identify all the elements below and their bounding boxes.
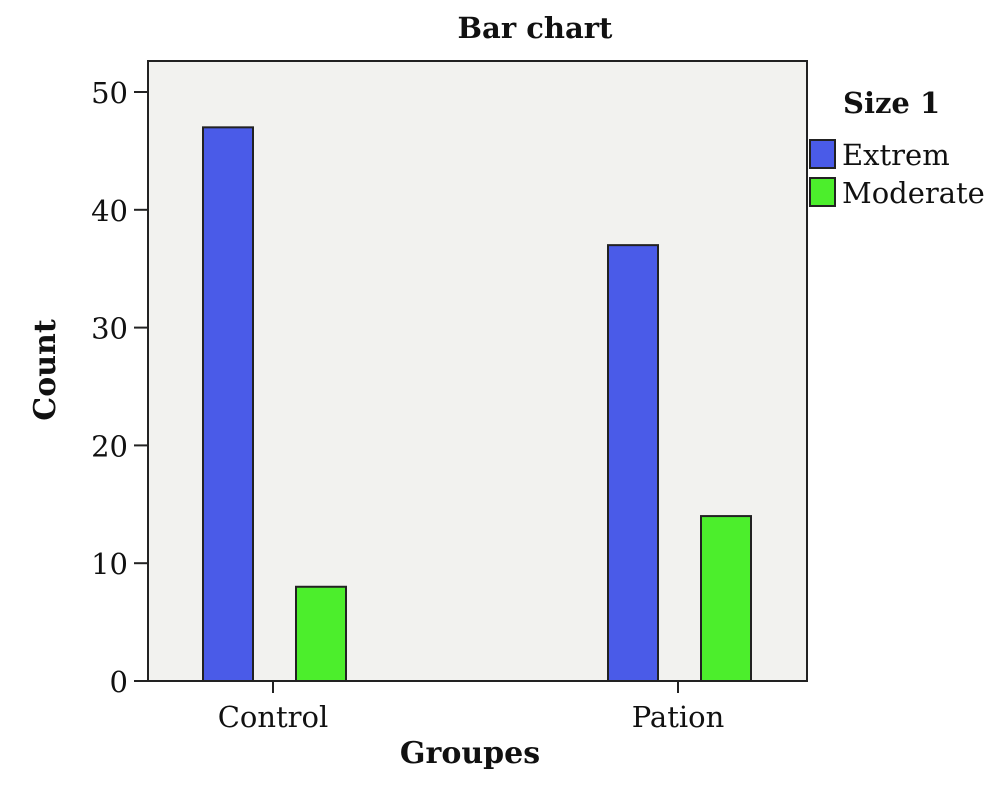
bar-moderate-pation bbox=[700, 515, 752, 683]
legend: Size 1 Extrem Moderate bbox=[809, 86, 985, 210]
y-tick-label: 50 bbox=[91, 76, 128, 110]
legend-swatch-extrem bbox=[809, 139, 836, 169]
bar-extrem-control bbox=[202, 126, 254, 682]
plot-area bbox=[147, 60, 808, 682]
y-tick-label: 10 bbox=[91, 547, 128, 581]
bars-group bbox=[202, 126, 752, 683]
x-tick-label: Pation bbox=[632, 700, 725, 734]
bar-extrem-pation bbox=[607, 244, 659, 682]
legend-label-moderate: Moderate bbox=[842, 176, 985, 210]
bar-moderate-control bbox=[295, 585, 347, 683]
y-tick-label: 40 bbox=[91, 194, 128, 228]
y-axis-label: Count bbox=[28, 319, 63, 421]
chart-title: Bar chart bbox=[458, 11, 613, 45]
legend-label-extrem: Extrem bbox=[842, 138, 950, 172]
x-axis: Control Pation bbox=[218, 681, 725, 734]
legend-swatch-moderate bbox=[809, 177, 836, 207]
y-tick-label: 0 bbox=[110, 665, 128, 699]
x-tick-label: Control bbox=[218, 700, 329, 734]
x-axis-label: Groupes bbox=[400, 736, 540, 771]
y-tick-label: 30 bbox=[91, 312, 128, 346]
y-axis: 0 10 20 30 40 50 bbox=[91, 76, 148, 699]
y-tick-label: 20 bbox=[91, 429, 128, 463]
legend-title: Size 1 bbox=[843, 86, 940, 120]
